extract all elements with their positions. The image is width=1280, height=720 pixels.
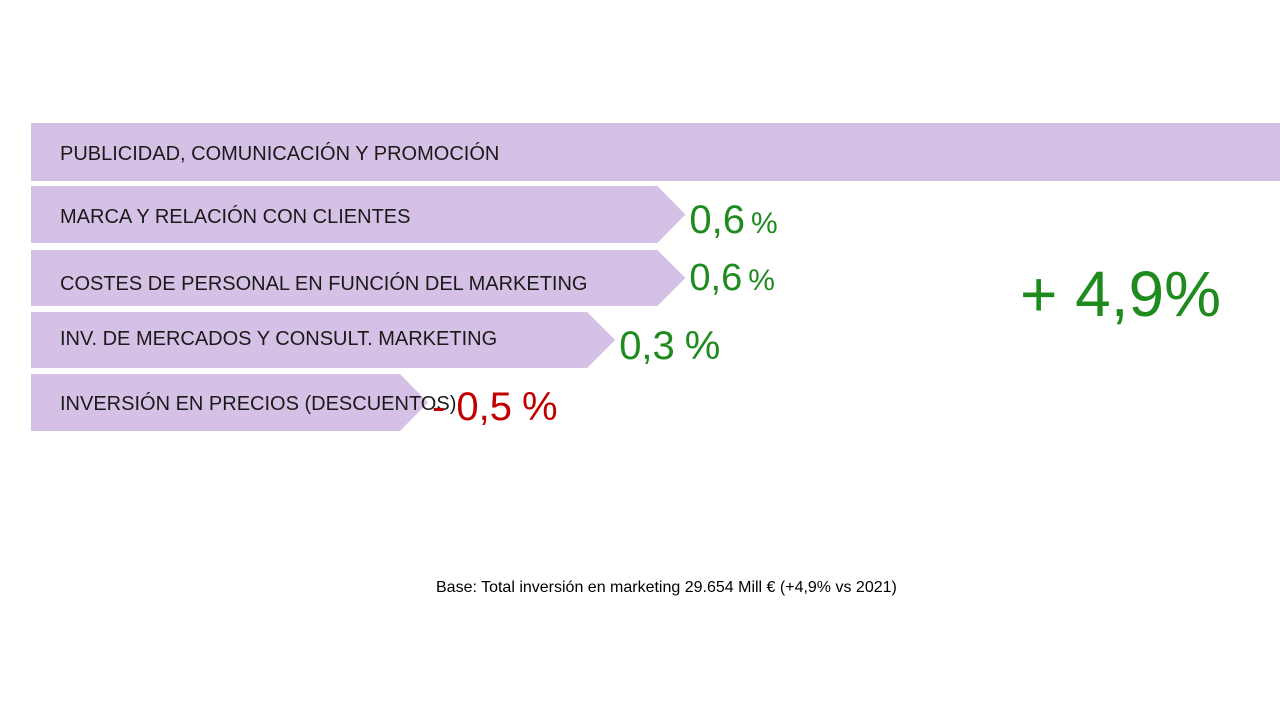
bar-category-label: MARCA Y RELACIÓN CON CLIENTES xyxy=(60,205,410,228)
bar-value-number: 0,3 xyxy=(619,324,675,368)
bar-value-label: 0,6% xyxy=(689,198,777,242)
bar-category-label: COSTES DE PERSONAL EN FUNCIÓN DEL MARKET… xyxy=(60,272,588,295)
bar-arrow xyxy=(31,123,1280,181)
base-footnote: Base: Total inversión en marketing 29.65… xyxy=(436,579,897,596)
bar-arrow xyxy=(31,374,428,431)
bar-arrow xyxy=(31,250,686,306)
bar-value-unit: % xyxy=(522,385,558,429)
bar-value-label: 0,6% xyxy=(689,257,775,299)
bar-value-label: - 0,5% xyxy=(432,385,558,429)
bar-category-label: INVERSIÓN EN PRECIOS (DESCUENTOS) xyxy=(60,392,456,415)
total-growth-label: + 4,9% xyxy=(1020,258,1222,330)
bar-value-unit: % xyxy=(748,264,775,297)
bar-arrow xyxy=(31,186,686,243)
bar-category-label: INV. DE MERCADOS Y CONSULT. MARKETING xyxy=(60,328,497,350)
bar-value-number: - 0,5 xyxy=(432,385,512,429)
bar-category-label: PUBLICIDAD, COMUNICACIÓN Y PROMOCIÓN xyxy=(60,142,499,165)
bar-value-unit: % xyxy=(685,324,721,368)
bar-value-label: 0,3% xyxy=(619,324,720,368)
bar-arrow xyxy=(31,312,616,368)
bar-value-number: 0,6 xyxy=(689,257,742,299)
bar-value-unit: % xyxy=(751,207,778,240)
bar-value-number: 0,6 xyxy=(689,198,745,242)
